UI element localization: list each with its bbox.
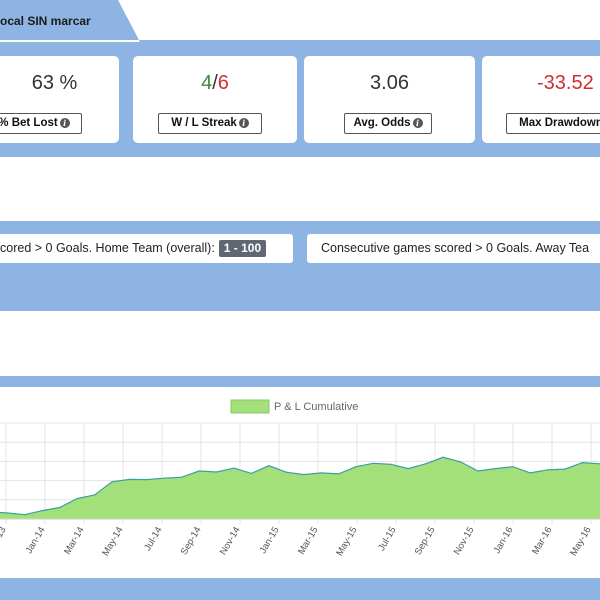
pl-point <box>303 474 305 476</box>
tab-shape <box>0 0 600 42</box>
consecutive-panel: cored > 0 Goals. Home Team (overall): 1 -… <box>0 221 600 311</box>
x-tick-label: Jan-15 <box>258 525 282 556</box>
strategy-tab[interactable]: ocal SIN marcar <box>0 0 600 42</box>
pl-point <box>233 467 235 469</box>
x-tick-label: Mar-15 <box>296 525 321 557</box>
pl-point <box>477 470 479 472</box>
consecutive-home-label: cored > 0 Goals. Home Team (overall): <box>0 241 215 255</box>
pl-point <box>564 468 566 470</box>
pl-point <box>215 471 218 473</box>
pl-area <box>0 457 600 519</box>
pl-point <box>93 494 96 496</box>
pl-point <box>442 456 444 458</box>
pl-chart-panel: P & L Cumulative Nov-13 Jan-14 Mar-14 May-1… <box>0 387 600 578</box>
pl-point <box>494 468 497 470</box>
x-tick-label: Jul-14 <box>142 525 164 553</box>
stat-label-text: Avg. Odds <box>353 117 411 129</box>
x-tick-label: Jul-15 <box>376 525 398 553</box>
pl-line <box>0 456 600 516</box>
stat-value-avg-odds: 3.06 <box>370 72 409 94</box>
pl-cumulative-chart: P & L Cumulative Nov-13 Jan-14 Mar-14 May-1… <box>0 399 600 558</box>
pl-point <box>581 462 584 464</box>
stat-label-text: % Bet Lost <box>0 117 58 129</box>
x-tick-label: May-16 <box>568 525 593 558</box>
legend-swatch[interactable] <box>230 399 270 414</box>
loss-streak: 6 <box>217 72 229 94</box>
stat-label-text: Max Drawdown <box>519 117 600 129</box>
range-badge: 1 - 100 <box>218 240 267 257</box>
pl-point <box>529 472 531 474</box>
pl-point <box>146 479 148 481</box>
pl-point <box>285 471 287 473</box>
pl-point <box>128 478 131 480</box>
stat-value-max-drawdown: -33.52 <box>537 72 594 94</box>
stats-panel: 63 % % Bet Lost i 4/6 W / L Streak i 3.06 … <box>0 42 600 157</box>
pl-point <box>163 477 165 479</box>
pl-point <box>250 472 253 474</box>
pl-point <box>355 466 357 468</box>
chart-section: P & L Cumulative Nov-13 Jan-14 Mar-14 May-1… <box>0 376 600 600</box>
pl-point <box>547 469 549 471</box>
pl-point <box>372 462 375 464</box>
x-tick-label: Jan-16 <box>492 525 516 556</box>
pl-point <box>198 470 200 472</box>
win-streak: 4 <box>201 72 213 94</box>
pl-point <box>111 481 113 483</box>
pl-point <box>41 510 43 512</box>
x-tick-label: Nov-13 <box>0 525 9 557</box>
info-icon[interactable]: i <box>59 118 70 128</box>
stat-label-max-drawdown[interactable]: Max Drawdown <box>506 113 600 134</box>
stat-label-text: W / L Streak <box>171 117 237 129</box>
stat-card-avg-odds: 3.06 Avg. Odds i <box>304 56 475 143</box>
pl-point <box>407 468 409 470</box>
info-icon[interactable]: i <box>412 118 423 128</box>
pl-point <box>6 512 9 514</box>
pl-point <box>425 463 427 465</box>
x-tick-label: May-15 <box>334 525 359 558</box>
consecutive-home-card: cored > 0 Goals. Home Team (overall): 1 -… <box>0 234 293 263</box>
x-tick-label: Sep-14 <box>179 525 204 557</box>
pl-point <box>268 465 270 467</box>
stat-card-wl-streak: 4/6 W / L Streak i <box>133 56 297 143</box>
pl-point <box>59 506 61 509</box>
stat-card-max-drawdown: -33.52 Max Drawdown <box>482 56 600 143</box>
x-tick-label: Mar-16 <box>530 525 555 557</box>
streak-separator: / <box>212 72 218 94</box>
pl-point <box>390 463 392 465</box>
pl-point <box>76 498 78 500</box>
stat-value-wl-streak: 4/6 <box>133 72 297 95</box>
pl-point <box>181 476 183 478</box>
x-tick-label: Mar-14 <box>62 525 87 557</box>
stat-label-avg-odds[interactable]: Avg. Odds i <box>344 113 432 134</box>
pl-point <box>512 466 514 468</box>
stat-label-bet-lost[interactable]: % Bet Lost i <box>0 113 82 134</box>
x-tick-label: May-14 <box>100 525 125 558</box>
stat-card-bet-lost: 63 % % Bet Lost i <box>0 56 119 143</box>
pl-point <box>24 514 26 516</box>
consecutive-away-label: Consecutive games scored > 0 Goals. Away… <box>321 241 590 255</box>
legend-label[interactable]: P & L Cumulative <box>274 401 358 413</box>
x-tick-label: Jan-14 <box>24 525 48 556</box>
info-icon[interactable]: i <box>238 118 249 128</box>
pl-point <box>459 461 462 463</box>
x-tick-label: Nov-15 <box>452 525 477 557</box>
pl-point <box>337 473 340 475</box>
tab-label: ocal SIN marcar <box>0 14 91 28</box>
x-tick-label: Sep-15 <box>413 525 438 557</box>
stat-value-bet-lost: 63 % <box>31 72 78 94</box>
x-tick-label: Nov-14 <box>218 525 243 557</box>
pl-point <box>320 472 322 474</box>
stat-label-wl-streak[interactable]: W / L Streak i <box>158 113 262 134</box>
consecutive-away-card: Consecutive games scored > 0 Goals. Away… <box>307 234 600 263</box>
